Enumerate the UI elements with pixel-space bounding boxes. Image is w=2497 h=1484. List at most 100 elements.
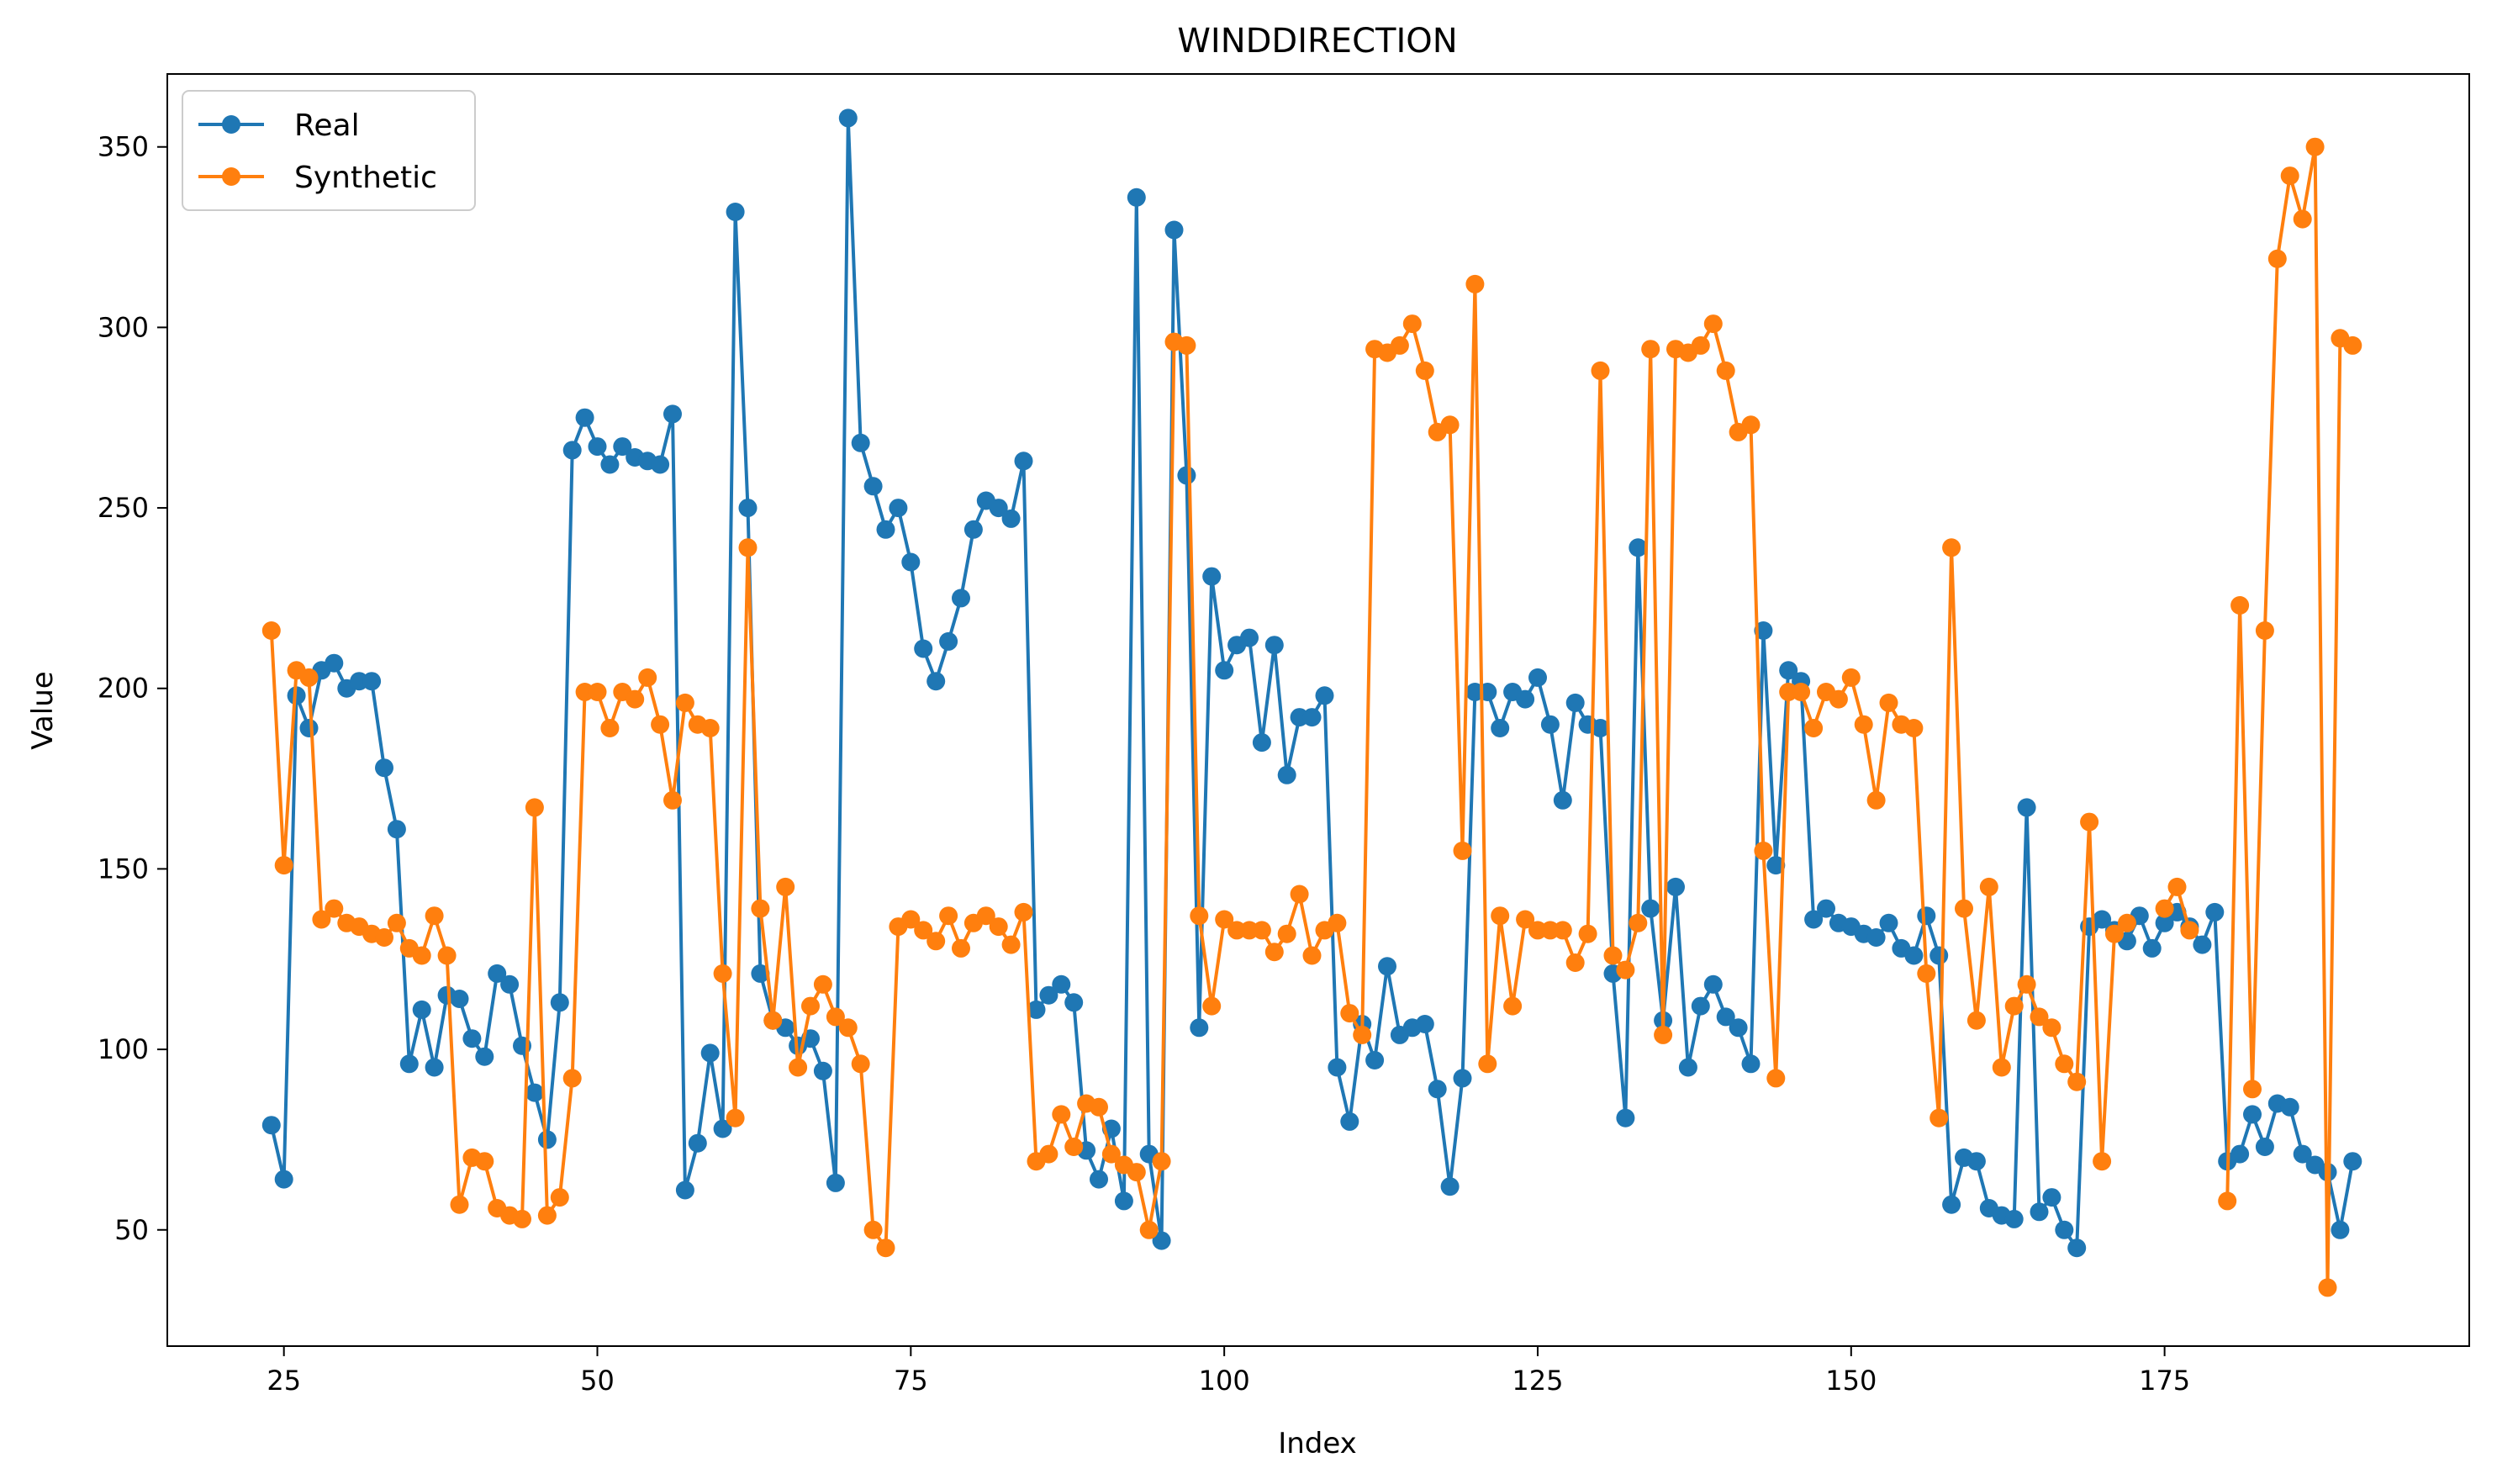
data-point-synthetic [1390,335,1409,355]
data-point-synthetic [700,719,720,737]
chart-title: WINDDIRECTION [1177,22,1457,61]
data-point-real [813,1061,832,1080]
data-point-synthetic [1966,1011,1986,1030]
plot-area [261,108,2362,1297]
data-point-real [1302,708,1322,727]
data-point-real [274,1170,293,1189]
data-point-synthetic [1641,340,1660,359]
data-point-synthetic [513,1209,531,1228]
data-point-synthetic [851,1054,870,1074]
data-point-synthetic [2305,137,2325,156]
data-point-synthetic [450,1195,469,1214]
data-point-synthetic [2293,209,2312,229]
data-point-real [1930,946,1949,965]
data-point-real [713,1119,732,1138]
data-point-synthetic [537,1206,557,1225]
data-point-synthetic [2105,924,2124,943]
data-point-real [2030,1202,2049,1222]
data-point-real [2331,1220,2350,1239]
data-point-real [1866,928,1886,947]
data-point-synthetic [1930,1108,1949,1128]
data-point-real [1516,689,1535,709]
x-axis-title: Index [1278,1427,1357,1460]
data-point-synthetic [1917,964,1936,983]
data-point-real [1804,910,1824,929]
data-point-synthetic [751,899,770,918]
data-point-real [2017,798,2036,817]
data-point-synthetic [2055,1054,2074,1074]
data-point-real [1039,985,1058,1005]
data-point-real [1428,1080,1447,1099]
data-point-real [1779,661,1798,680]
data-point-real [889,499,908,518]
data-point-synthetic [1804,719,1824,737]
data-point-synthetic [1716,361,1735,380]
y-tick-label: 300 [98,311,149,343]
data-point-synthetic [562,1069,582,1088]
data-point-real [2280,1097,2299,1117]
data-point-real [2255,1138,2274,1156]
y-tick-label: 50 [114,1214,149,1246]
data-point-synthetic [2017,974,2036,994]
data-point-real [1691,996,1710,1016]
data-point-real [375,758,393,778]
data-point-synthetic [600,719,620,737]
data-point-synthetic [261,621,281,640]
data-point-synthetic [1039,1144,1058,1164]
data-point-synthetic [525,798,544,817]
data-point-synthetic [2167,877,2187,896]
data-point-synthetic [1955,899,1973,918]
data-point-synthetic [1465,274,1485,293]
data-point-real [901,552,921,572]
data-point-synthetic [1302,946,1322,965]
data-point-real [2193,935,2212,954]
data-point-synthetic [1264,943,1284,962]
y-tick-label: 200 [98,673,149,705]
data-point-real [1716,1007,1735,1027]
data-point-synthetic [1353,1025,1372,1044]
data-point-synthetic [1741,415,1761,435]
data-point-synthetic [2243,1080,2262,1099]
data-point-real [1378,957,1396,976]
x-tick-label: 125 [1512,1365,1563,1397]
data-point-real [562,441,582,460]
data-point-real [2205,902,2225,922]
data-point-synthetic [826,1007,845,1027]
data-point-synthetic [876,1238,895,1258]
data-point-synthetic [2218,1191,2237,1211]
data-point-synthetic [412,946,431,965]
data-point-synthetic [274,856,293,875]
data-point-synthetic [1979,877,1998,896]
data-point-real [1616,1108,1635,1128]
legend-marker-real [222,115,240,134]
data-point-synthetic [550,1188,569,1207]
data-point-real [2055,1220,2074,1239]
data-point-real [1215,661,1234,680]
x-tick-label: 150 [1825,1365,1877,1397]
data-point-real [1629,538,1648,557]
data-point-real [1666,877,1685,896]
data-point-real [1879,913,1898,932]
data-point-synthetic [1654,1025,1673,1044]
data-point-synthetic [651,715,670,734]
data-point-synthetic [1578,924,1597,943]
data-point-real [1014,452,1033,471]
data-point-synthetic [2180,921,2199,940]
x-tick-label: 175 [2139,1365,2190,1397]
x-tick-label: 75 [894,1365,928,1397]
data-point-real [1942,1195,1961,1214]
data-point-real [575,408,594,427]
y-axis-title: Value [26,671,60,749]
data-point-synthetic [1591,361,1610,380]
data-point-synthetic [1616,960,1635,980]
data-point-real [2293,1144,2312,1164]
data-point-synthetic [801,996,820,1016]
data-point-synthetic [1992,1058,2011,1077]
data-point-real [1917,906,1936,926]
data-point-synthetic [713,964,732,983]
data-point-real [2004,1209,2024,1228]
data-point-synthetic [2318,1278,2337,1297]
data-point-synthetic [1152,1152,1171,1171]
data-point-real [1703,974,1723,994]
